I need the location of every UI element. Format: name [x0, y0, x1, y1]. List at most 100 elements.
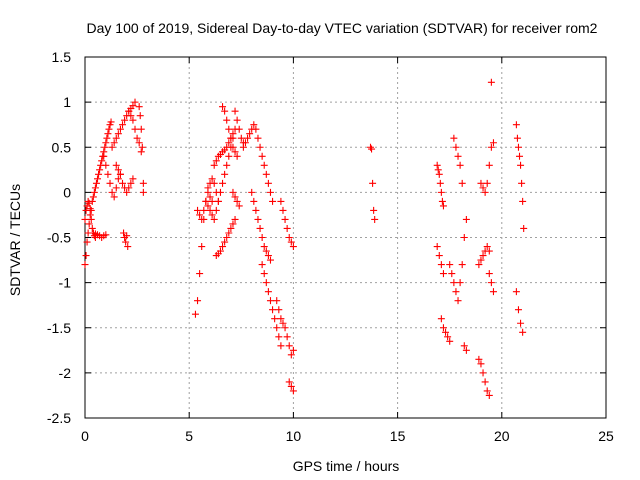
data-point [129, 116, 137, 124]
y-tick-label: 1.5 [52, 49, 72, 65]
data-point [102, 161, 110, 169]
series-arc29 [450, 134, 466, 187]
data-point [262, 279, 270, 287]
data-point [279, 319, 287, 327]
data-point [514, 143, 522, 151]
data-point [485, 161, 493, 169]
data-point [248, 188, 256, 196]
series-arc32 [475, 243, 493, 269]
data-point [444, 333, 452, 341]
data-point [114, 130, 122, 138]
data-point [273, 324, 281, 332]
data-point [262, 247, 270, 255]
data-point [481, 188, 489, 196]
series-arc22 [277, 197, 297, 251]
data-point [136, 112, 144, 120]
data-point [137, 125, 145, 133]
series-arc1 [81, 118, 115, 269]
data-point [139, 179, 147, 187]
data-point [229, 188, 237, 196]
series-arc36 [512, 121, 528, 232]
data-point [229, 130, 237, 138]
data-point [196, 211, 204, 219]
data-point [434, 166, 442, 174]
data-point [368, 145, 376, 153]
data-point [198, 215, 206, 223]
series-arc25 [433, 161, 447, 210]
data-point [233, 197, 241, 205]
data-point [119, 179, 127, 187]
data-point [235, 125, 243, 133]
data-point [104, 170, 112, 178]
data-point [437, 188, 445, 196]
data-point [89, 193, 97, 201]
data-point [210, 179, 218, 187]
data-point [452, 143, 460, 151]
data-point [487, 78, 495, 86]
data-point [223, 234, 231, 241]
data-point [116, 170, 124, 178]
data-point [439, 202, 447, 210]
data-point [110, 193, 118, 201]
data-point [204, 202, 212, 210]
data-point [264, 288, 272, 296]
series-arc15 [219, 103, 241, 160]
data-point [110, 139, 118, 147]
data-point [281, 215, 289, 223]
data-point [86, 211, 94, 219]
series-arc17 [229, 188, 243, 210]
data-point [283, 224, 291, 232]
series-arc16 [231, 107, 247, 147]
series-arc19 [248, 188, 274, 264]
data-point [208, 211, 216, 219]
data-point [516, 152, 524, 160]
data-point [477, 360, 485, 368]
data-point [221, 238, 229, 246]
data-point [216, 188, 224, 196]
data-point [517, 161, 525, 169]
series-arc30 [460, 342, 470, 354]
data-point [435, 170, 443, 178]
y-axis-label: SDTVAR / TECUs [7, 184, 23, 296]
y-tick-labels: -2.5 -2 -1.5 -1 -0.5 0 0.5 1 1.5 [47, 49, 71, 426]
data-point [125, 184, 133, 192]
data-point [127, 179, 135, 187]
data-point [84, 197, 92, 205]
data-point [485, 270, 493, 278]
y-tick-label: -0.5 [47, 230, 71, 246]
data-point [246, 130, 254, 138]
data-point [123, 232, 131, 240]
data-point [85, 199, 93, 207]
data-point [477, 179, 485, 187]
data-point [212, 206, 220, 214]
data-point [277, 342, 285, 350]
data-point [258, 152, 266, 160]
data-point [138, 143, 146, 151]
data-point [479, 252, 487, 260]
data-point [256, 224, 264, 232]
data-point [514, 306, 522, 314]
data-point [264, 252, 272, 260]
y-tick-label: 0 [63, 184, 71, 200]
data-point [435, 252, 443, 260]
data-point [108, 143, 116, 151]
data-point [219, 243, 227, 251]
data-point [102, 139, 110, 147]
data-point [221, 107, 229, 115]
data-point [283, 333, 291, 341]
data-point [94, 175, 102, 183]
data-point [101, 143, 109, 151]
data-point [513, 134, 521, 142]
series-arc3 [89, 229, 110, 241]
data-point [266, 256, 274, 264]
data-point [129, 175, 137, 183]
data-point [481, 378, 489, 386]
series-arc8 [125, 107, 147, 196]
data-point [223, 161, 231, 169]
data-point [450, 134, 458, 142]
data-point [107, 118, 115, 126]
data-point [285, 234, 293, 241]
data-point [436, 179, 444, 187]
data-point [135, 139, 143, 147]
